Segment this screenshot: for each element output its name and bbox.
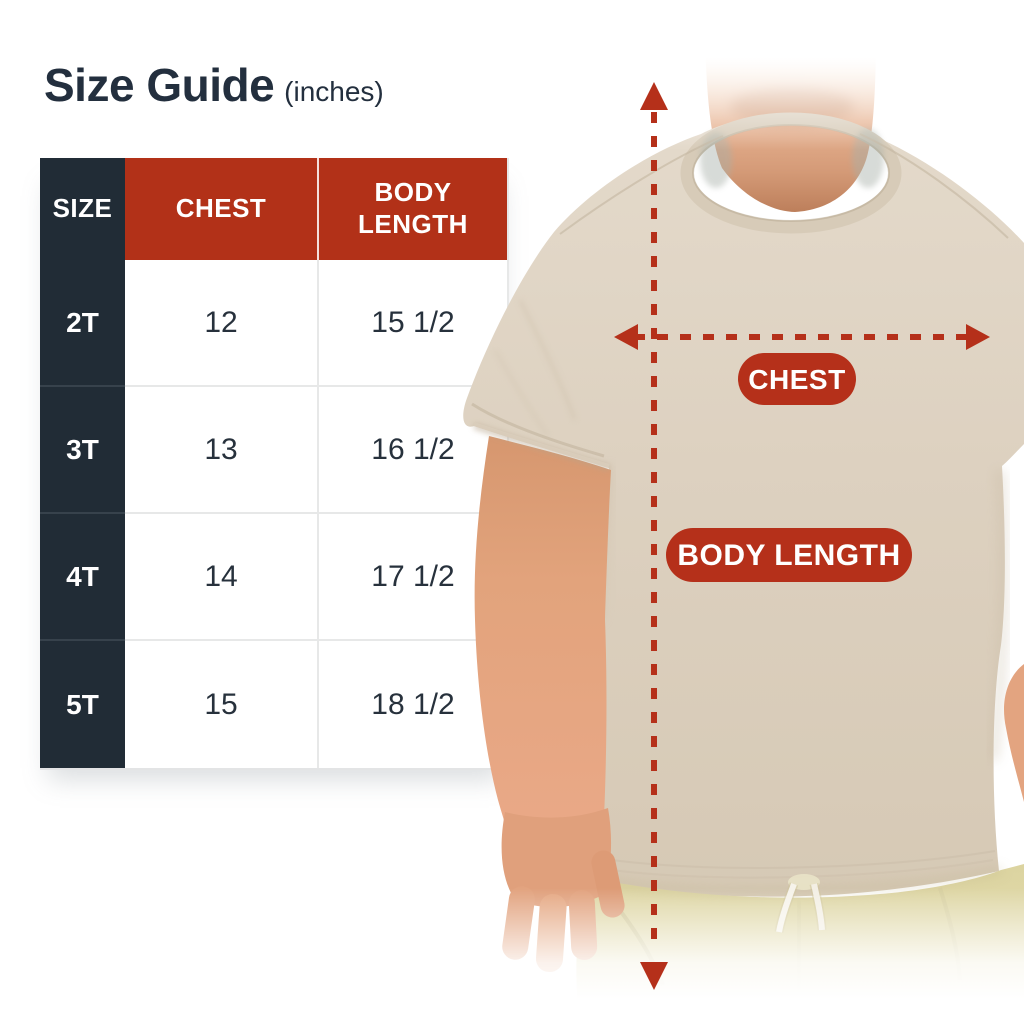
collar [680, 112, 902, 234]
pants [576, 864, 1024, 1005]
page-title: Size Guide (inches) [44, 58, 384, 112]
bottom-fade [420, 888, 1024, 1024]
table-cell-chest: 14 [125, 514, 317, 641]
drawstring [774, 874, 827, 933]
body-length-arrow [640, 82, 668, 990]
table-cell-body-length: 15 1/2 [317, 260, 507, 387]
page-title-text: Size Guide [44, 59, 275, 111]
header-chest: CHEST [125, 158, 317, 260]
table-cell-size: 2T [40, 260, 125, 387]
table-cell-chest: 13 [125, 387, 317, 514]
table-cell-body-length: 17 1/2 [317, 514, 507, 641]
table-cell-size: 5T [40, 641, 125, 768]
table-cell-chest: 12 [125, 260, 317, 387]
tshirt [463, 112, 1024, 897]
table-cell-body-length: 18 1/2 [317, 641, 507, 768]
page-title-unit: (inches) [284, 76, 384, 107]
chest-pill-label: CHEST [748, 364, 845, 395]
chest-pill: CHEST [738, 353, 856, 405]
child-neck [705, 30, 876, 212]
right-hand [1004, 664, 1024, 802]
measurement-annotations: CHEST BODY LENGTH [614, 82, 990, 990]
table-cell-body-length: 16 1/2 [317, 387, 507, 514]
chest-arrow [614, 324, 990, 350]
table-cell-size: 3T [40, 387, 125, 514]
body-length-pill: BODY LENGTH [666, 528, 912, 582]
table-cell-chest: 15 [125, 641, 317, 768]
size-guide-table: SIZE CHEST BODY LENGTH 2T 12 15 1/2 3T 1… [40, 158, 509, 770]
table-cell-size: 4T [40, 514, 125, 641]
top-fade [560, 0, 1024, 150]
body-length-pill-label: BODY LENGTH [677, 539, 900, 572]
header-size: SIZE [40, 158, 125, 260]
header-body-length: BODY LENGTH [317, 158, 507, 260]
